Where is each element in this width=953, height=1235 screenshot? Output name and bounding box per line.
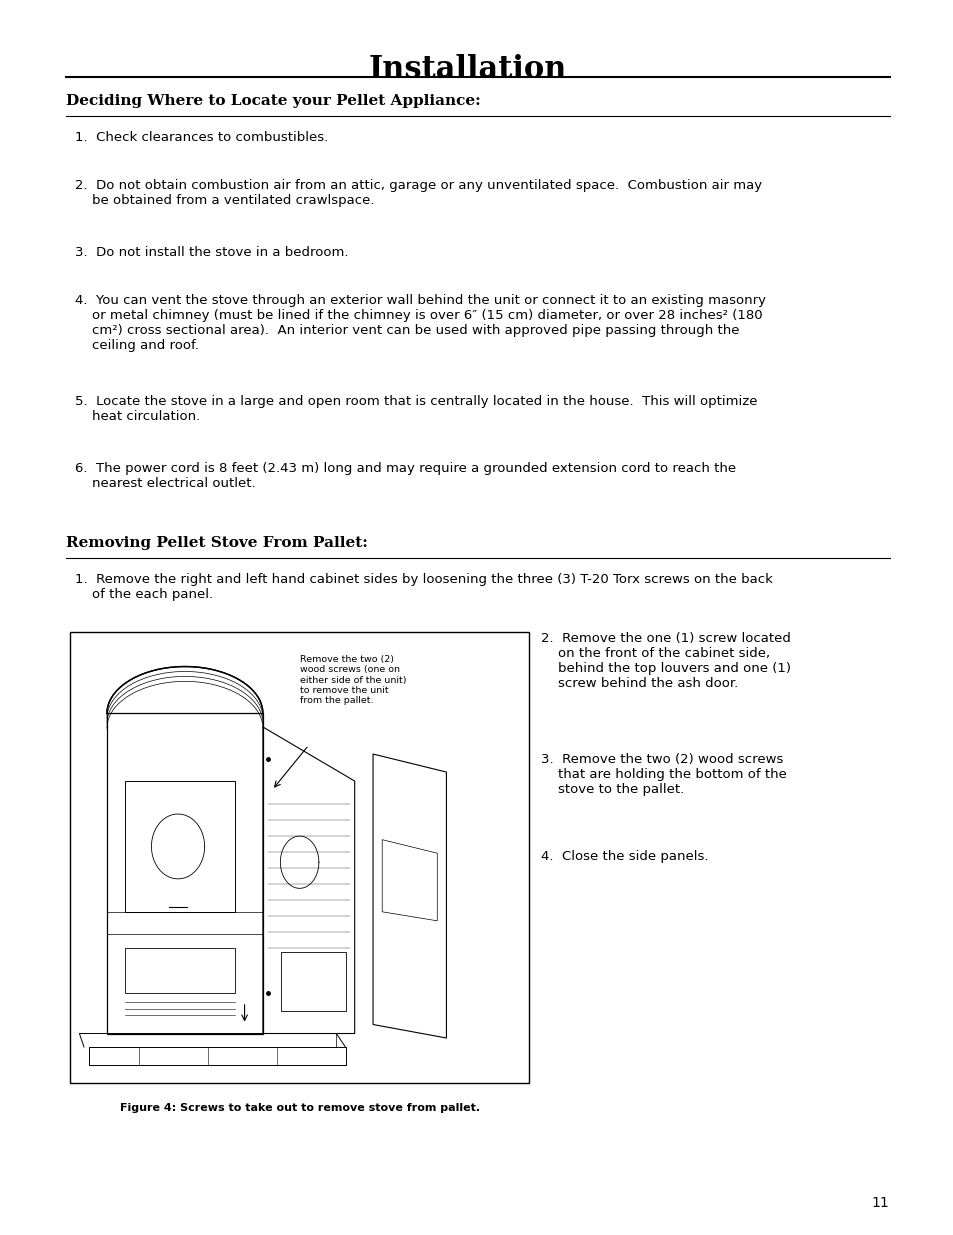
Text: Installation: Installation [369, 54, 567, 85]
Text: Deciding Where to Locate your Pellet Appliance:: Deciding Where to Locate your Pellet App… [66, 94, 479, 107]
Text: Remove the two (2)
wood screws (one on
either side of the unit)
to remove the un: Remove the two (2) wood screws (one on e… [299, 655, 406, 705]
Text: 4.  You can vent the stove through an exterior wall behind the unit or connect i: 4. You can vent the stove through an ext… [75, 294, 765, 352]
Text: 2.  Remove the one (1) screw located
    on the front of the cabinet side,
    b: 2. Remove the one (1) screw located on t… [540, 632, 790, 690]
Bar [71, 632, 529, 1083]
Text: 1.  Remove the right and left hand cabinet sides by loosening the three (3) T-20: 1. Remove the right and left hand cabine… [75, 573, 772, 601]
Text: 1.  Check clearances to combustibles.: 1. Check clearances to combustibles. [75, 131, 328, 144]
Text: 4.  Close the side panels.: 4. Close the side panels. [540, 850, 708, 863]
Text: 3.  Do not install the stove in a bedroom.: 3. Do not install the stove in a bedroom… [75, 246, 348, 259]
Text: 5.  Locate the stove in a large and open room that is centrally located in the h: 5. Locate the stove in a large and open … [75, 395, 757, 424]
Text: 6.  The power cord is 8 feet (2.43 m) long and may require a grounded extension : 6. The power cord is 8 feet (2.43 m) lon… [75, 462, 736, 490]
Text: Removing Pellet Stove From Pallet:: Removing Pellet Stove From Pallet: [66, 536, 367, 550]
Text: 2.  Do not obtain combustion air from an attic, garage or any unventilated space: 2. Do not obtain combustion air from an … [75, 179, 761, 207]
Text: Figure 4: Screws to take out to remove stove from pallet.: Figure 4: Screws to take out to remove s… [119, 1103, 479, 1113]
Text: 3.  Remove the two (2) wood screws
    that are holding the bottom of the
    st: 3. Remove the two (2) wood screws that a… [540, 753, 786, 797]
Text: 11: 11 [871, 1197, 888, 1210]
